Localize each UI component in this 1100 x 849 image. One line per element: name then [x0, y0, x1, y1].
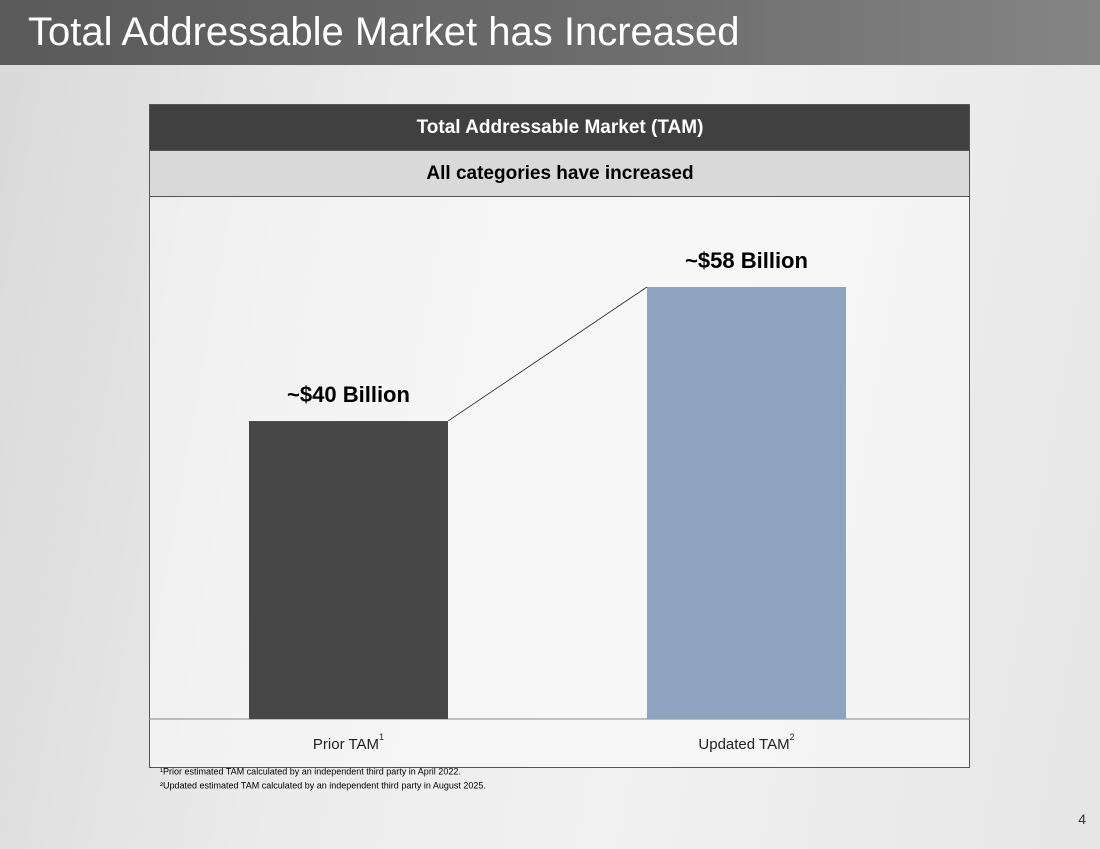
footnote: ¹Prior estimated TAM calculated by an in…	[160, 766, 461, 776]
title-bar	[0, 0, 1100, 65]
page-number: 4	[1078, 811, 1086, 827]
category-name: Updated TAM	[698, 736, 789, 753]
slide-title: Total Addressable Market has Increased	[28, 10, 740, 54]
chart-title: Total Addressable Market (TAM)	[417, 117, 704, 138]
footnote: ²Updated estimated TAM calculated by an …	[160, 780, 486, 790]
value-label: ~$40 Billion	[287, 382, 410, 407]
value-label: ~$58 Billion	[685, 248, 808, 273]
connector	[447, 286, 648, 422]
chart-subtitle: All categories have increased	[426, 163, 693, 184]
subheader-band	[149, 150, 970, 197]
category-name: Prior TAM	[313, 736, 379, 753]
x-tick-label: Updated TAM2	[698, 732, 794, 753]
x-tick-label: Prior TAM1	[313, 732, 384, 753]
bar	[647, 287, 846, 719]
header-band	[149, 104, 970, 151]
category-note: 2	[790, 732, 795, 742]
bar	[249, 421, 448, 719]
category-note: 1	[379, 732, 384, 742]
